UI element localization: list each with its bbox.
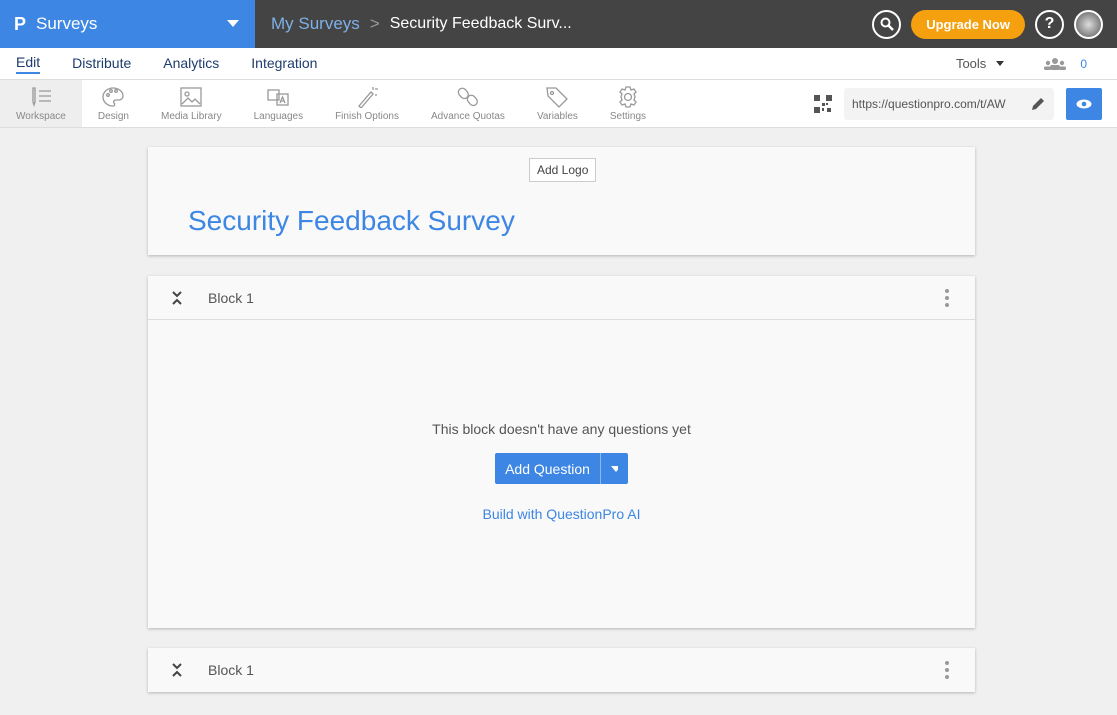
survey-title[interactable]: Security Feedback Survey	[188, 205, 515, 236]
tab-distribute[interactable]: Distribute	[72, 54, 132, 71]
tab-edit[interactable]: Edit	[16, 54, 41, 74]
breadcrumb-current: Security Feedback Surv...	[389, 15, 572, 32]
translate-icon	[267, 88, 289, 106]
toolbar-languages[interactable]: Languages	[238, 80, 320, 127]
tab-analytics[interactable]: Analytics	[163, 54, 220, 71]
questionpro-logo: P	[14, 13, 27, 34]
caret-down-icon	[610, 465, 618, 472]
product-name: Surveys	[36, 14, 98, 33]
survey-header-card: Add Logo Security Feedback Survey	[148, 147, 975, 255]
more-options-icon[interactable]	[945, 661, 949, 679]
qr-code-icon[interactable]	[814, 94, 832, 113]
toolbar-label: Advance Quotas	[431, 110, 505, 122]
editor-toolbar: Workspace Design Media Library Languages…	[0, 80, 1117, 128]
expand-icon[interactable]	[168, 663, 186, 677]
search-icon	[880, 17, 894, 31]
toolbar-label: Design	[97, 110, 129, 122]
add-question-dropdown[interactable]	[599, 453, 628, 484]
breadcrumb-separator: >	[369, 14, 380, 33]
caret-down-icon	[996, 61, 1005, 66]
collaborator-count: 0	[1080, 56, 1087, 71]
block-header: Block 1	[148, 648, 975, 692]
gear-icon	[619, 85, 637, 108]
workspace-icon	[32, 86, 51, 107]
tab-integration[interactable]: Integration	[251, 54, 318, 71]
collaborators-button[interactable]: 0	[1044, 57, 1087, 71]
toolbar-label: Finish Options	[335, 110, 399, 122]
block-name[interactable]: Block 1	[208, 289, 254, 306]
tools-label: Tools	[955, 56, 987, 71]
toolbar-workspace[interactable]: Workspace	[0, 80, 82, 127]
toolbar-settings[interactable]: Settings	[594, 80, 662, 127]
add-question-button[interactable]: Add Question	[495, 453, 628, 484]
breadcrumb: My Surveys > Security Feedback Surv...	[255, 0, 872, 48]
preview-button[interactable]	[1066, 87, 1102, 120]
palette-icon	[102, 86, 125, 107]
toolbar-media-library[interactable]: Media Library	[145, 80, 238, 127]
more-options-icon[interactable]	[945, 289, 949, 307]
toolbar-advance-quotas[interactable]: Advance Quotas	[415, 80, 521, 127]
empty-block-message: This block doesn't have any questions ye…	[432, 421, 691, 437]
avatar[interactable]	[1074, 9, 1103, 39]
toolbar-finish-options[interactable]: Finish Options	[319, 80, 415, 127]
block-card: Block 1	[148, 648, 975, 692]
block-name[interactable]: Block 1	[208, 662, 254, 678]
collapse-icon[interactable]	[168, 290, 186, 305]
chain-icon	[457, 87, 478, 106]
tools-dropdown[interactable]: Tools	[955, 56, 1005, 71]
pencil-icon[interactable]	[1030, 96, 1046, 112]
breadcrumb-my-surveys[interactable]: My Surveys	[271, 14, 360, 33]
toolbar-label: Languages	[253, 110, 304, 122]
help-button[interactable]: ?	[1035, 9, 1064, 39]
build-with-ai-link[interactable]: Build with QuestionPro AI	[482, 506, 641, 522]
image-icon	[180, 86, 202, 107]
survey-url: https://questionpro.com/t/AW	[852, 96, 1006, 111]
users-icon	[1044, 57, 1067, 70]
add-question-label: Add Question	[505, 460, 590, 477]
magic-wand-icon	[358, 86, 379, 108]
top-bar: P Surveys My Surveys > Security Feedback…	[0, 0, 1117, 48]
toolbar-label: Variables	[536, 110, 578, 122]
add-logo-button[interactable]: Add Logo	[529, 158, 597, 182]
block-card: Block 1 This block doesn't have any ques…	[148, 276, 975, 628]
toolbar-design[interactable]: Design	[82, 80, 145, 127]
upgrade-now-button[interactable]: Upgrade Now	[911, 9, 1025, 39]
toolbar-label: Media Library	[160, 110, 222, 122]
block-empty-state: This block doesn't have any questions ye…	[148, 320, 975, 522]
block-header: Block 1	[148, 276, 975, 320]
eye-icon	[1076, 99, 1092, 108]
tag-icon	[546, 86, 569, 108]
caret-down-icon	[227, 20, 239, 27]
survey-url-field[interactable]: https://questionpro.com/t/AW	[844, 87, 1054, 120]
toolbar-label: Settings	[609, 110, 647, 122]
toolbar-label: Workspace	[16, 110, 66, 122]
toolbar-variables[interactable]: Variables	[521, 80, 594, 127]
main-nav: Edit Distribute Analytics Integration To…	[0, 48, 1117, 80]
search-button[interactable]	[872, 9, 902, 39]
product-switcher[interactable]: P Surveys	[0, 0, 255, 48]
